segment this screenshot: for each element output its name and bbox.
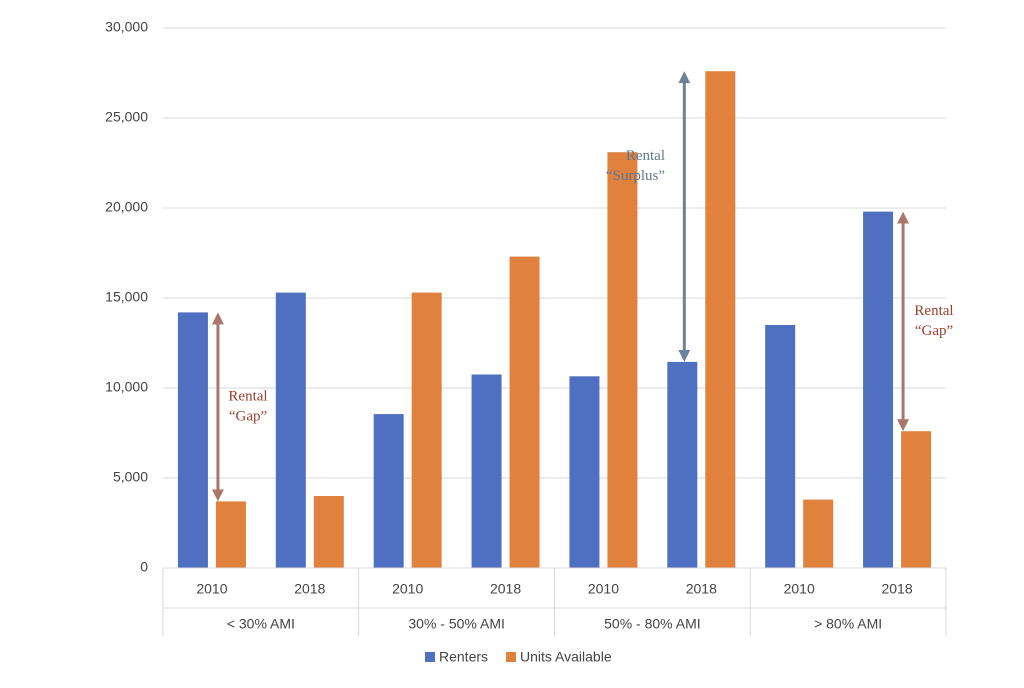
- y-tick-label: 20,000: [105, 199, 148, 215]
- y-tick-label: 30,000: [105, 19, 148, 35]
- group-label: < 30% AMI: [227, 616, 295, 632]
- bar: [569, 376, 600, 568]
- annotation-text: Rental: [626, 148, 665, 164]
- x-tick-label: 2010: [784, 581, 815, 597]
- x-tick-label: 2010: [588, 581, 619, 597]
- bar: [901, 431, 932, 568]
- y-tick-label: 0: [140, 559, 148, 575]
- group-label: 50% - 80% AMI: [604, 616, 701, 632]
- legend-label: Units Available: [520, 649, 612, 665]
- group-label: 30% - 50% AMI: [408, 616, 505, 632]
- annotation-text: Rental: [228, 388, 267, 404]
- bar: [607, 152, 638, 568]
- legend-swatch: [506, 652, 517, 662]
- bar: [765, 325, 796, 568]
- x-tick-label: 2018: [490, 581, 521, 597]
- bar: [275, 292, 306, 568]
- x-tick-label: 2010: [392, 581, 423, 597]
- x-tick-label: 2010: [196, 581, 227, 597]
- x-tick-label: 2018: [294, 581, 325, 597]
- bar: [313, 496, 344, 568]
- bar: [705, 71, 736, 568]
- y-tick-label: 15,000: [105, 289, 148, 305]
- annotation-text: “Surplus”: [606, 168, 665, 184]
- bar: [509, 256, 540, 568]
- group-label: > 80% AMI: [814, 616, 882, 632]
- y-tick-label: 25,000: [105, 109, 148, 125]
- bar: [667, 361, 698, 568]
- bar: [215, 501, 246, 568]
- y-tick-label: 5,000: [113, 469, 148, 485]
- bar: [177, 312, 208, 568]
- annotation-text: Rental: [914, 303, 953, 319]
- x-tick-label: 2018: [686, 581, 717, 597]
- bar: [803, 499, 834, 568]
- annotation-text: “Gap”: [229, 408, 267, 424]
- legend-swatch: [425, 652, 435, 662]
- bar: [471, 374, 502, 568]
- bar: [863, 211, 894, 568]
- legend-label: Renters: [439, 649, 488, 665]
- x-tick-label: 2018: [881, 581, 912, 597]
- y-tick-label: 10,000: [105, 379, 148, 395]
- annotation-text: “Gap”: [915, 323, 953, 339]
- bar: [411, 292, 442, 568]
- bar: [373, 414, 404, 568]
